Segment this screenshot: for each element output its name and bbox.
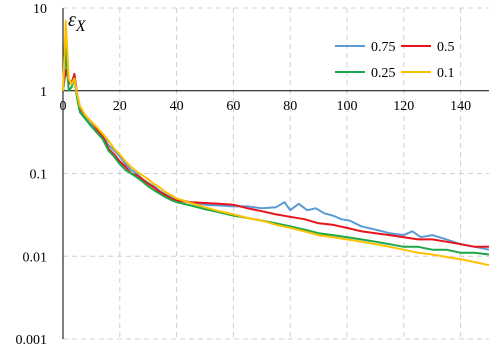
x-tick-label: 60 — [226, 99, 240, 114]
series-line-0.75 — [62, 52, 490, 251]
y-tick-label: 0.01 — [23, 250, 48, 265]
legend-label-0.75: 0.75 — [371, 40, 396, 55]
series-line-0.1 — [62, 19, 490, 267]
tick-labels: 0 20 40 60 80 100 120 140 0.001 0.01 0.1 1 10 — [16, 2, 472, 348]
axes — [62, 8, 489, 339]
x-tick-label: 0 — [60, 99, 67, 114]
series-line-0.5 — [62, 68, 489, 248]
legend-label-0.25: 0.25 — [371, 66, 396, 81]
legend: 0.75 0.5 0.25 0.1 — [335, 40, 455, 81]
legend-label-0.5: 0.5 — [437, 40, 455, 55]
x-tick-label: 80 — [283, 99, 297, 114]
y-axis-label: εX — [68, 9, 87, 35]
series-lines — [62, 19, 490, 267]
x-tick-label: 140 — [450, 99, 471, 114]
x-tick-label: 40 — [170, 99, 184, 114]
y-tick-label: 0.001 — [16, 333, 48, 348]
x-tick-label: 120 — [393, 99, 414, 114]
y-tick-label: 1 — [40, 85, 47, 100]
y-axis-label-subscript: X — [75, 18, 87, 35]
x-tick-label: 100 — [337, 99, 358, 114]
grid-lines — [63, 7, 489, 340]
series-line-0.25 — [62, 44, 490, 256]
y-tick-label: 10 — [33, 2, 47, 17]
legend-label-0.1: 0.1 — [437, 66, 455, 81]
x-tick-label: 20 — [113, 99, 127, 114]
y-tick-label: 0.1 — [30, 168, 48, 183]
